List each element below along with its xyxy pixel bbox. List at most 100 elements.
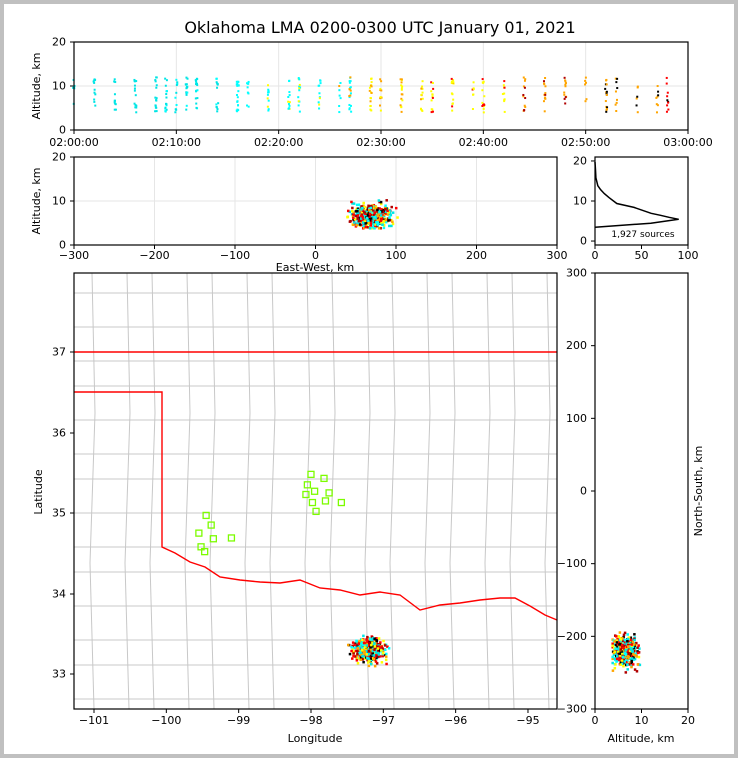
data-point — [237, 84, 240, 87]
data-point — [633, 649, 636, 653]
data-point — [348, 88, 351, 91]
data-point — [626, 637, 630, 641]
data-point — [351, 209, 354, 213]
x-tick-label: −95 — [516, 714, 539, 727]
data-point — [623, 638, 627, 642]
data-point — [186, 77, 189, 80]
data-point — [362, 204, 365, 208]
data-point — [614, 658, 617, 662]
data-point — [247, 82, 250, 85]
data-point — [185, 87, 188, 90]
data-point — [631, 663, 635, 666]
data-point — [656, 85, 659, 88]
data-point — [382, 209, 385, 212]
data-point — [421, 87, 424, 90]
lma-station — [207, 521, 215, 529]
data-point — [113, 108, 116, 111]
data-point — [613, 640, 616, 643]
data-point — [373, 224, 377, 228]
data-point — [564, 96, 567, 99]
data-point — [350, 646, 353, 649]
data-point — [288, 104, 291, 107]
data-point — [288, 91, 291, 94]
data-point — [377, 653, 381, 656]
data-point — [374, 660, 378, 663]
data-point — [338, 89, 341, 92]
data-point — [471, 107, 474, 110]
data-point — [378, 649, 382, 652]
data-point — [215, 103, 218, 106]
data-point — [357, 645, 360, 649]
data-point — [133, 89, 136, 92]
data-point — [503, 98, 506, 101]
data-point — [399, 104, 402, 107]
data-point — [348, 220, 352, 223]
data-point — [622, 664, 625, 668]
data-point — [371, 219, 374, 222]
data-point — [287, 96, 290, 99]
data-point — [287, 100, 290, 103]
data-point — [359, 656, 363, 659]
data-point — [543, 97, 546, 100]
data-point — [618, 643, 621, 646]
data-point — [373, 211, 376, 214]
data-point — [618, 631, 622, 634]
data-point — [362, 224, 365, 228]
county-line — [424, 272, 431, 710]
data-point — [363, 220, 366, 223]
data-point — [113, 78, 116, 81]
data-point — [93, 91, 96, 94]
y-tick-label: 34 — [52, 588, 66, 601]
data-point — [360, 208, 363, 211]
plot-frame — [73, 156, 558, 246]
data-point — [378, 210, 382, 214]
data-point — [371, 652, 374, 655]
data-point — [656, 95, 659, 98]
data-point — [616, 645, 619, 648]
data-point — [349, 76, 352, 79]
data-point — [633, 657, 637, 661]
data-point — [667, 101, 670, 104]
data-point — [379, 104, 382, 107]
data-point — [542, 80, 545, 83]
data-point — [360, 214, 363, 218]
data-point — [356, 649, 359, 653]
data-point — [626, 647, 629, 651]
data-point — [618, 652, 621, 656]
data-point — [235, 80, 238, 83]
data-point — [626, 659, 629, 662]
x-tick-label: 0 — [592, 714, 599, 727]
data-point — [364, 222, 367, 225]
data-point — [367, 217, 371, 220]
data-point — [164, 84, 167, 87]
x-tick-label: 0 — [312, 249, 319, 262]
data-point — [246, 82, 249, 85]
lma-station — [337, 498, 346, 507]
data-point — [666, 104, 669, 107]
data-point — [370, 654, 373, 657]
data-point — [623, 640, 627, 644]
data-point — [400, 110, 403, 113]
data-point — [625, 650, 629, 653]
data-point — [247, 105, 250, 108]
data-point — [375, 221, 379, 224]
data-point — [359, 649, 362, 652]
data-point — [630, 648, 633, 651]
x-tick-label: 02:30:00 — [356, 136, 405, 149]
y-tick-label: 100 — [566, 412, 587, 425]
data-point — [134, 104, 137, 107]
data-point — [481, 101, 484, 104]
data-point — [366, 225, 369, 229]
data-point — [483, 95, 486, 98]
data-point — [626, 655, 630, 658]
data-point — [134, 94, 137, 97]
data-point — [297, 96, 300, 99]
data-point — [360, 645, 363, 648]
data-point — [267, 84, 270, 87]
data-point — [522, 95, 525, 98]
data-point — [450, 82, 453, 85]
data-point — [366, 635, 369, 639]
data-point — [431, 108, 434, 111]
data-point — [377, 218, 381, 222]
data-point — [236, 84, 239, 87]
